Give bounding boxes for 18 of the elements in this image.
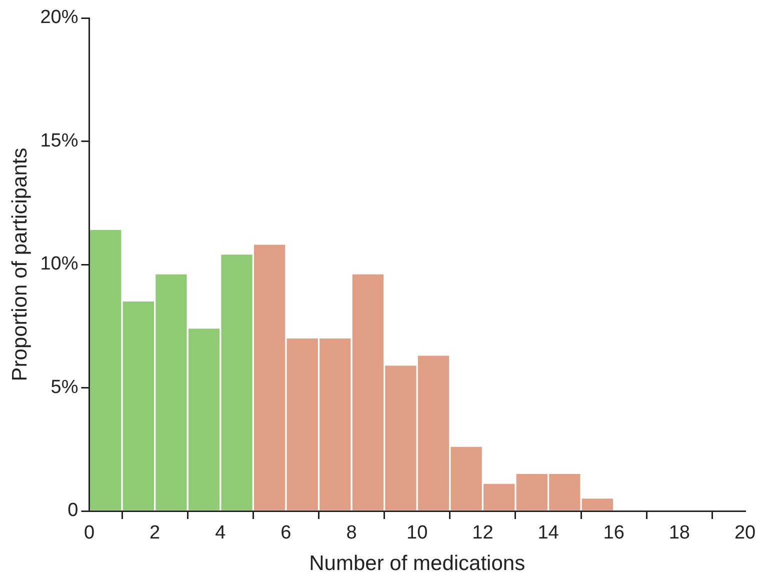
x-tick-label: 6 (280, 522, 292, 544)
x-axis-title: Number of medications (309, 552, 526, 576)
y-tick-label: 10% (40, 254, 78, 275)
y-tick-label: 15% (40, 130, 78, 152)
x-tick-label: 18 (668, 522, 690, 544)
y-tick-label: 0 (68, 500, 78, 522)
x-tick-label: 2 (150, 522, 160, 544)
x-tick-label: 12 (472, 522, 494, 544)
y-tick-label: 5% (50, 376, 78, 398)
x-tick-label: 8 (346, 522, 357, 544)
x-tick-label: 10 (406, 522, 428, 544)
x-tick-label: 14 (538, 522, 560, 544)
x-tick-label: 16 (603, 522, 624, 544)
x-tick-label: 4 (215, 522, 226, 544)
x-tick-label: 0 (84, 522, 95, 544)
x-tick-label: 20 (734, 522, 756, 544)
y-axis-title: Proportion of participants (8, 148, 32, 382)
y-tick-label: 20% (40, 7, 78, 28)
